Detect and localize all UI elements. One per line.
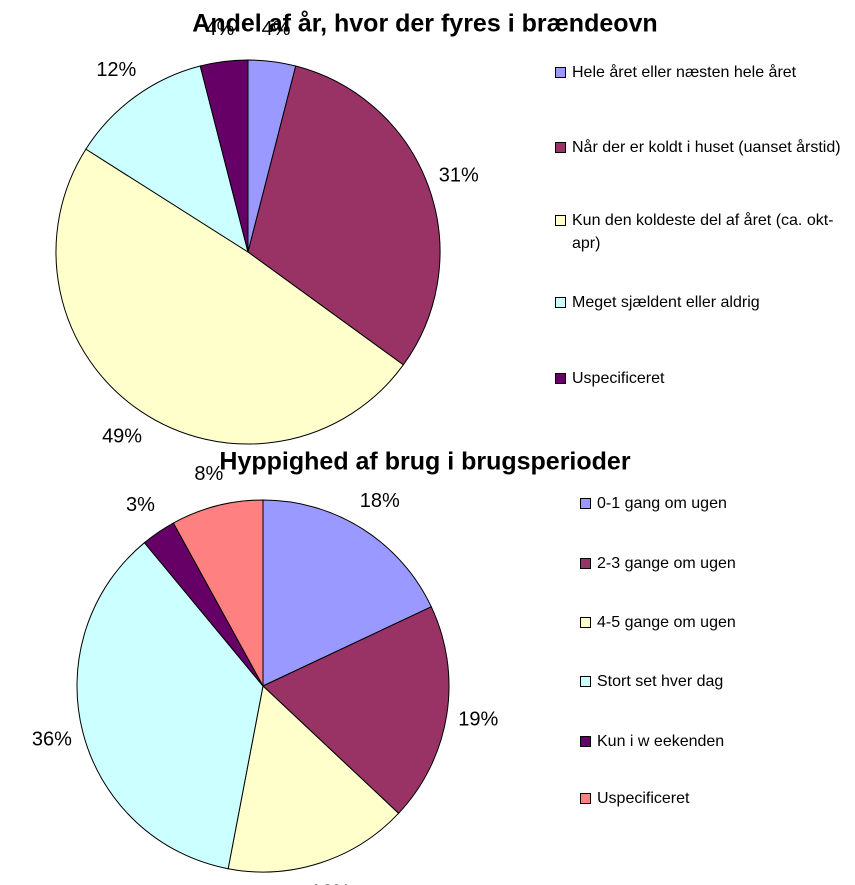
data-label: 16%	[310, 882, 350, 885]
data-label: 36%	[32, 728, 72, 750]
pie-slice	[262, 606, 450, 815]
legend-entry: Stort set hver dag	[580, 670, 855, 693]
legend-swatch	[580, 736, 591, 747]
legend-swatch	[580, 558, 591, 569]
data-label: 8%	[194, 463, 223, 485]
pie-slice	[172, 499, 264, 687]
legend-swatch	[555, 297, 566, 308]
pie-slice	[262, 499, 432, 687]
data-label: 4%	[262, 18, 291, 40]
legend-label: Hele året eller næsten hele året	[572, 64, 797, 81]
legend-label: 2-3 gange om ugen	[597, 555, 736, 572]
pie-slice	[85, 65, 249, 254]
legend-entry: 4-5 gange om ugen	[580, 611, 855, 634]
legend-swatch	[580, 617, 591, 628]
legend-label: Kun i w eekenden	[597, 733, 725, 750]
legend-label: Når der er koldt i huset (uanset årstid)	[572, 139, 841, 156]
data-label: 49%	[102, 426, 142, 448]
legend-swatch	[555, 142, 566, 153]
chart-title: Andel af år, hvor der fyres i brændeovn	[192, 10, 657, 38]
legend-entry: Meget sjældent eller aldrig	[555, 291, 852, 314]
legend-entry: Uspecificeret	[555, 367, 852, 390]
legend-entry: 0-1 gang om ugen	[580, 492, 855, 515]
pie-slice	[247, 65, 441, 366]
data-label: 12%	[96, 59, 136, 81]
pie-slice	[55, 148, 405, 445]
data-label: 18%	[360, 490, 400, 512]
legend-label: Uspecificeret	[597, 790, 690, 807]
legend-label: 4-5 gange om ugen	[597, 614, 736, 631]
legend-label: Stort set hver dag	[597, 673, 724, 690]
legend-swatch	[555, 67, 566, 78]
legend-label: Meget sjældent eller aldrig	[572, 294, 760, 311]
data-label: 19%	[458, 708, 498, 730]
chart-title: Hyppighed af brug i brugsperioder	[219, 448, 630, 476]
legend-swatch	[555, 373, 566, 384]
legend-label: Uspecificeret	[572, 370, 665, 387]
data-label: 3%	[126, 494, 155, 516]
legend-entry: Kun den koldeste del af året (ca. okt-ap…	[555, 209, 852, 255]
legend-entry: Kun i w eekenden	[580, 730, 855, 753]
legend-entry: Når der er koldt i huset (uanset årstid)	[555, 136, 852, 159]
data-label: 31%	[439, 164, 479, 186]
legend-entry: Uspecificeret	[580, 787, 855, 810]
legend-swatch	[580, 793, 591, 804]
legend-swatch	[580, 676, 591, 687]
legend-swatch	[555, 215, 566, 226]
legend-entry: 2-3 gange om ugen	[580, 552, 855, 575]
legend-label: 0-1 gang om ugen	[597, 495, 727, 512]
pie-slice	[199, 59, 249, 253]
legend-label: Kun den koldeste del af året (ca. okt-ap…	[572, 212, 834, 252]
pie-slice	[76, 541, 264, 870]
legend-swatch	[580, 498, 591, 509]
legend-entry: Hele året eller næsten hele året	[555, 61, 852, 84]
data-label: 4%	[205, 18, 234, 40]
pie-slice	[227, 685, 400, 873]
